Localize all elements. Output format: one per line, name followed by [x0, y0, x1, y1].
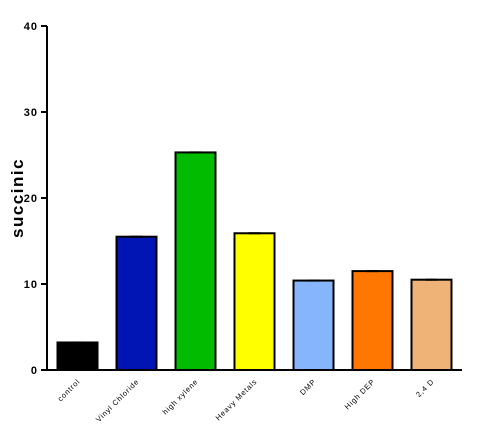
x-axis: control Vinyl Chloride high xylene Heavy Me…	[47, 369, 462, 424]
y-tick-label: 0	[31, 365, 38, 377]
bar-high-xylene	[174, 151, 217, 371]
bar-vinyl-chloride	[115, 235, 158, 371]
x-tick-label: High DEP	[343, 377, 377, 411]
bar-2-4-d	[410, 278, 453, 372]
x-tick-label: Vinyl Chloride	[94, 377, 141, 424]
x-tick-label: Heavy Metals	[214, 377, 259, 422]
x-tick-label: DMP	[298, 377, 318, 397]
y-tick-label: 30	[24, 107, 38, 119]
y-tick-label: 20	[24, 193, 38, 205]
y-axis-label: succinic	[8, 158, 27, 238]
bar-heavy-metals	[233, 232, 276, 371]
x-tick-label: 2,4 D	[414, 377, 436, 399]
y-tick-label: 10	[24, 279, 38, 291]
y-tick-label: 40	[24, 21, 38, 33]
bar-high-dep	[351, 270, 394, 372]
x-tick-label: control	[56, 377, 82, 403]
bars	[56, 151, 453, 372]
bar-control	[56, 341, 99, 372]
x-tick-label: high xylene	[160, 377, 199, 416]
bar-dmp	[292, 279, 335, 371]
y-axis: 0 10 20 30 40	[24, 21, 48, 377]
